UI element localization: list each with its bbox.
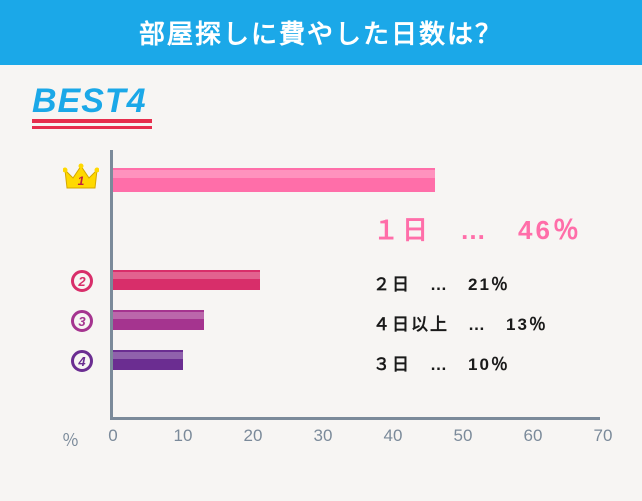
rank-4-icon: 4	[71, 350, 93, 372]
rank-4-circle: 4	[71, 350, 93, 372]
xtick-70: 70	[594, 426, 613, 446]
xtick-20: 20	[244, 426, 263, 446]
chart-area: ％ 1 2 3	[70, 150, 610, 460]
xtick-0: 0	[108, 426, 117, 446]
xtick-60: 60	[524, 426, 543, 446]
bar-rank-4	[113, 350, 183, 370]
rank-4-number: 4	[78, 354, 85, 369]
bar-shine	[113, 170, 435, 178]
rank-2-icon: 2	[71, 270, 93, 292]
rank-2-circle: 2	[71, 270, 93, 292]
bar-rank-1	[113, 168, 435, 192]
rank-3-icon: 3	[71, 310, 93, 332]
result-1-label: １日 … 46％	[373, 210, 582, 247]
unit-label: ％	[62, 426, 79, 451]
bar-shine	[113, 312, 204, 319]
result-2-label: ２日 … 21％	[373, 270, 510, 295]
bar-shine	[113, 272, 260, 279]
rank-3-circle: 3	[71, 310, 93, 332]
rank-3-number: 3	[78, 314, 85, 329]
best4-text: BEST4	[32, 82, 147, 120]
bar-rank-3	[113, 310, 204, 330]
best4-badge: BEST4	[32, 82, 152, 129]
rank-2-number: 2	[78, 274, 85, 289]
bar-rank-2	[113, 270, 260, 290]
bar-shine	[113, 352, 183, 359]
xtick-30: 30	[314, 426, 333, 446]
result-3-label: ４日以上 … 13％	[373, 310, 548, 335]
plot: 1 2 3 4	[110, 150, 600, 420]
xtick-40: 40	[384, 426, 403, 446]
xtick-10: 10	[174, 426, 193, 446]
result-4-label: ３日 … 10％	[373, 350, 510, 375]
page-title: 部屋探しに費やした日数は？	[0, 0, 642, 65]
svg-text:1: 1	[78, 174, 85, 188]
title-text: 部屋探しに費やした日数は？	[139, 19, 503, 49]
rank-1-crown-icon: 1	[63, 162, 99, 197]
xtick-50: 50	[454, 426, 473, 446]
badge-underline2	[32, 126, 152, 129]
